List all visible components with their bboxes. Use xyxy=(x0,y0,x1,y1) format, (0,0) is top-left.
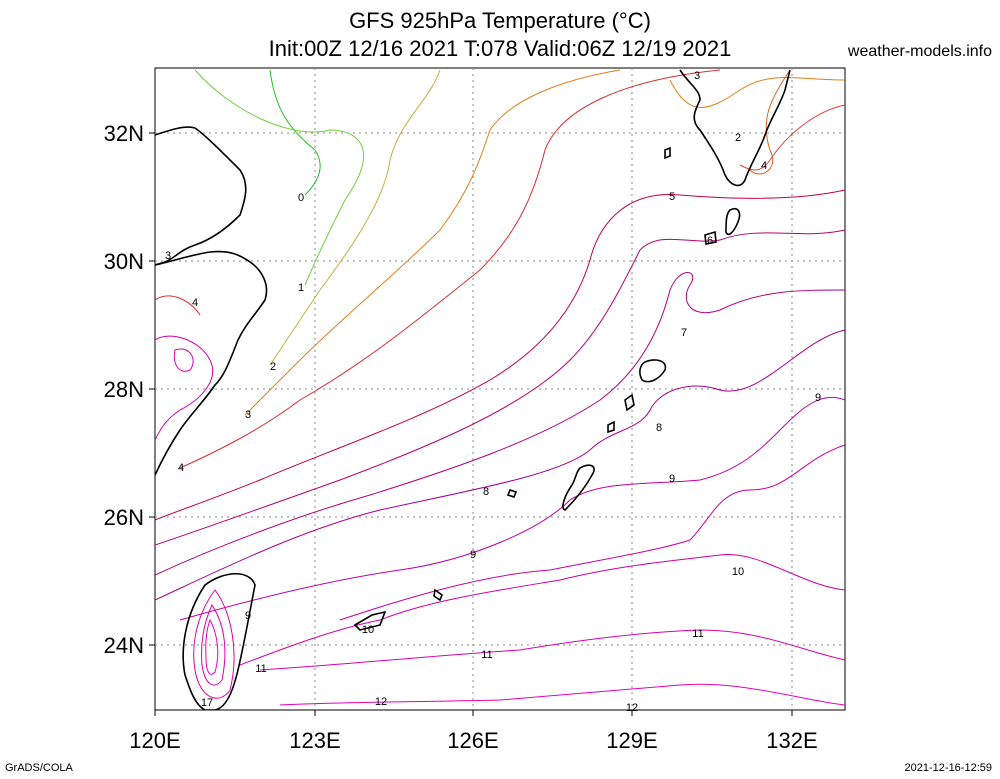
isotherm-1b xyxy=(269,69,441,366)
isotherm-taiwan-3 xyxy=(205,618,219,675)
footer-software: GrADS/COLA xyxy=(5,762,73,774)
island-small-5 xyxy=(704,230,717,245)
contour-label: 17 xyxy=(201,697,213,709)
contour-label: 11 xyxy=(255,663,266,675)
lat-label: 32N xyxy=(104,121,144,146)
isotherm-5 xyxy=(155,189,845,521)
contour-label: 12 xyxy=(626,702,638,714)
island-small-1 xyxy=(433,588,443,602)
island-amami xyxy=(639,359,667,383)
contour-label: 3 xyxy=(245,409,251,421)
grid-lines xyxy=(155,68,845,710)
isotherm-8 xyxy=(155,329,845,601)
contour-label: 3 xyxy=(694,70,700,82)
island-miyako xyxy=(353,610,387,631)
isotherm-3 xyxy=(179,69,721,469)
map-subtitle: Init:00Z 12/16 2021 T:078 Valid:06Z 12/1… xyxy=(268,36,732,61)
island-small-4 xyxy=(664,146,671,160)
isotherm-taiwan-2 xyxy=(201,603,226,686)
lon-label: 120E xyxy=(129,728,180,753)
contour-label: 2 xyxy=(735,132,741,144)
lon-label: 132E xyxy=(766,728,817,753)
isotherm-9b xyxy=(339,444,845,621)
contour-label: 11 xyxy=(481,649,492,661)
isotherm-6 xyxy=(155,229,845,546)
contour-label: 4 xyxy=(178,462,184,474)
isotherm-12 xyxy=(279,683,845,706)
contour-label: 8 xyxy=(656,422,662,434)
map-title: GFS 925hPa Temperature (°C) xyxy=(349,8,651,33)
lat-label: 24N xyxy=(104,633,144,658)
contour-label: 4 xyxy=(761,160,767,172)
contour-label: 8 xyxy=(483,486,489,498)
site-credit: weather-models.info xyxy=(847,43,992,60)
lon-label: 123E xyxy=(289,728,340,753)
coast-china-north xyxy=(155,126,247,266)
contour-label: 3 xyxy=(165,250,171,262)
contour-label: 6 xyxy=(707,235,713,247)
lon-label: 129E xyxy=(606,728,657,753)
isotherm-coast-1 xyxy=(155,335,214,441)
contour-label: 9 xyxy=(815,392,821,404)
contour-label: 9 xyxy=(669,473,675,485)
contour-label: 4 xyxy=(192,297,198,309)
island-small-2 xyxy=(624,393,635,412)
coast-china-east xyxy=(155,250,268,476)
contour-label: 1 xyxy=(298,282,304,294)
contour-label: 9 xyxy=(470,549,476,561)
lon-label: 126E xyxy=(447,728,498,753)
isotherm-coast-4 xyxy=(155,295,201,316)
island-small-6 xyxy=(506,489,518,498)
coast-taiwan xyxy=(182,573,256,710)
isotherm-11 xyxy=(259,629,845,671)
isotherm-3b xyxy=(749,69,791,175)
isotherm-2b xyxy=(669,77,845,108)
contour-label: 5 xyxy=(669,191,675,203)
isotherm-4b xyxy=(739,104,845,171)
isotherm-1 xyxy=(194,69,365,286)
isotherm-9 xyxy=(179,396,845,621)
contour-label: 0 xyxy=(298,192,304,204)
contour-label: 12 xyxy=(375,696,387,708)
isotherm-7 xyxy=(155,272,845,576)
axis-ticks xyxy=(149,132,793,716)
isotherm-10 xyxy=(239,554,845,666)
footer-timestamp: 2021-12-16-12:59 xyxy=(904,762,992,774)
isotherm-coast-2 xyxy=(173,348,194,372)
lat-label: 28N xyxy=(104,377,144,402)
contour-label: 10 xyxy=(732,566,744,578)
contour-label: 11 xyxy=(692,628,703,640)
contour-labels: 0 1 2 3 4 5 6 7 8 9 10 11 12 17 2 3 4 3 … xyxy=(165,70,821,714)
contour-label: 9 xyxy=(245,610,251,622)
isotherm-contours xyxy=(155,69,845,706)
island-okinawa xyxy=(562,464,595,511)
isotherm-taiwan-1 xyxy=(193,589,235,699)
isotherm-2 xyxy=(244,69,621,416)
contour-label: 2 xyxy=(270,361,276,373)
island-small-3 xyxy=(607,420,615,434)
island-yakushima xyxy=(725,207,741,236)
contour-label: 10 xyxy=(362,624,374,636)
coastlines xyxy=(155,69,791,710)
isotherm-0 xyxy=(269,69,321,196)
lat-label: 30N xyxy=(104,249,144,274)
coast-kyushu xyxy=(679,69,791,187)
contour-label: 7 xyxy=(681,327,687,339)
lat-label: 26N xyxy=(104,505,144,530)
